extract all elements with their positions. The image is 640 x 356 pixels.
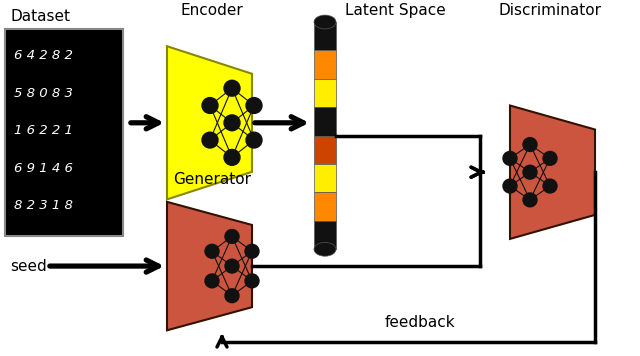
Text: 1 6 2 2 1: 1 6 2 2 1 — [14, 124, 73, 137]
Circle shape — [246, 98, 262, 114]
Text: Latent Space: Latent Space — [345, 3, 445, 18]
Circle shape — [503, 179, 517, 193]
Circle shape — [205, 274, 219, 288]
Circle shape — [523, 193, 537, 207]
Text: seed: seed — [10, 258, 47, 273]
Text: Discriminator: Discriminator — [499, 3, 602, 18]
Polygon shape — [510, 105, 595, 239]
Bar — [314, 51, 336, 79]
Circle shape — [523, 165, 537, 179]
Text: 8 2 3 1 8: 8 2 3 1 8 — [14, 199, 73, 212]
Text: Generator: Generator — [173, 172, 251, 187]
Circle shape — [543, 179, 557, 193]
Polygon shape — [167, 46, 252, 199]
Bar — [314, 164, 336, 193]
Ellipse shape — [314, 242, 336, 256]
Text: Encoder: Encoder — [180, 3, 243, 18]
Circle shape — [245, 274, 259, 288]
Bar — [5, 29, 123, 236]
Circle shape — [543, 151, 557, 165]
Circle shape — [225, 230, 239, 244]
Polygon shape — [167, 202, 252, 330]
Text: Dataset: Dataset — [10, 9, 70, 24]
Text: 5 8 0 8 3: 5 8 0 8 3 — [14, 87, 73, 100]
Bar — [314, 22, 336, 51]
Circle shape — [503, 151, 517, 165]
Circle shape — [225, 289, 239, 303]
Circle shape — [224, 80, 240, 96]
Bar — [314, 79, 336, 107]
Circle shape — [245, 244, 259, 258]
Circle shape — [202, 132, 218, 148]
Text: 6 9 1 4 6: 6 9 1 4 6 — [14, 162, 73, 175]
Bar — [314, 193, 336, 221]
Bar — [314, 107, 336, 136]
Circle shape — [202, 98, 218, 114]
Circle shape — [224, 115, 240, 131]
Ellipse shape — [314, 15, 336, 29]
Circle shape — [246, 132, 262, 148]
Bar — [314, 221, 336, 249]
Circle shape — [205, 244, 219, 258]
Circle shape — [225, 259, 239, 273]
Circle shape — [224, 150, 240, 165]
Bar — [314, 136, 336, 164]
Text: feedback: feedback — [385, 315, 455, 330]
Circle shape — [523, 138, 537, 151]
Text: 6 4 2 8 2: 6 4 2 8 2 — [14, 49, 73, 62]
